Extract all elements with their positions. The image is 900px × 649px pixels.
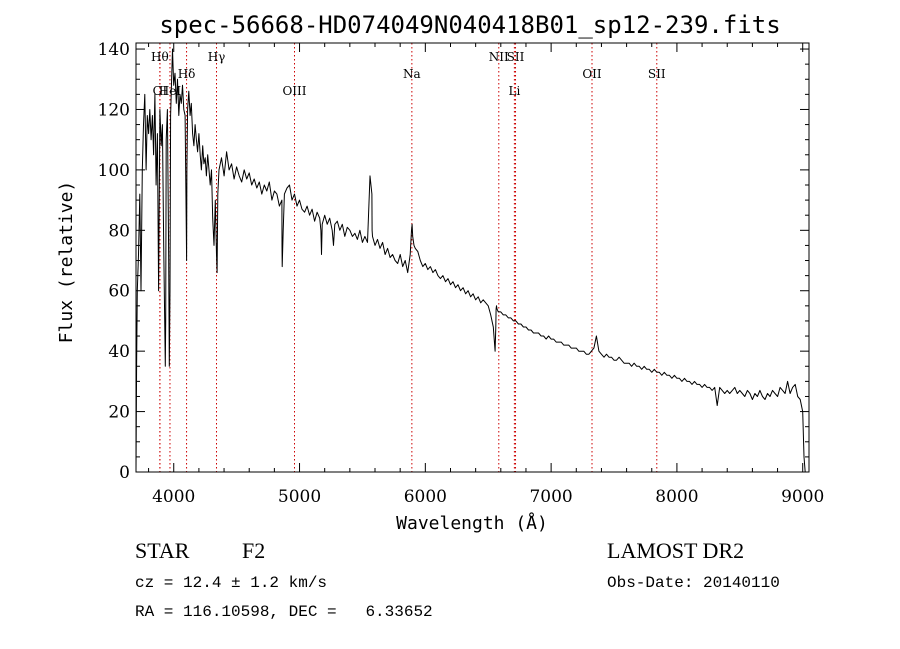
x-tick-label-1: 5000 bbox=[278, 487, 321, 507]
x-tick-label-2: 6000 bbox=[404, 487, 447, 507]
y-tick-label-6: 120 bbox=[98, 100, 130, 120]
spectrum-line bbox=[135, 48, 806, 473]
y-tick-label-1: 20 bbox=[108, 403, 130, 423]
axis-tick-labels: 4000 5000 6000 7000 8000 9000 0 20 40 60 80 100 120 1… bbox=[98, 40, 825, 507]
x-tick-label-5: 9000 bbox=[781, 487, 824, 507]
y-tick-label-3: 60 bbox=[108, 282, 130, 302]
marker-label-4: Hγ bbox=[208, 50, 226, 64]
marker-label-6: Na bbox=[403, 67, 421, 81]
redshift-readout: cz = 12.4 ± 1.2 km/s bbox=[135, 574, 328, 592]
observation-date: Obs-Date: 20140110 bbox=[607, 574, 780, 592]
survey-name: LAMOST DR2 bbox=[607, 538, 745, 563]
marker-label-7: NII bbox=[489, 50, 509, 64]
x-tick-label-4: 8000 bbox=[655, 487, 698, 507]
marker-label-9: Li bbox=[508, 84, 520, 98]
object-subclass: F2 bbox=[242, 538, 266, 563]
object-class: STAR bbox=[135, 538, 190, 563]
marker-label-1: Hθ bbox=[151, 50, 169, 64]
plot-frame bbox=[135, 42, 810, 473]
marker-label-10: OII bbox=[582, 67, 602, 81]
marker-label-3: Hδ bbox=[178, 67, 196, 81]
y-tick-label-7: 140 bbox=[98, 40, 130, 60]
chart-title: spec-56668-HD074049N040418B01_sp12-239.f… bbox=[159, 11, 780, 39]
marker-label-5: OIII bbox=[282, 84, 306, 98]
x-tick-label-3: 7000 bbox=[529, 487, 572, 507]
x-axis-label: Wavelength (Å) bbox=[396, 512, 548, 534]
axis-ticks bbox=[136, 43, 809, 473]
x-tick-label-0: 4000 bbox=[152, 487, 195, 507]
y-tick-label-4: 80 bbox=[108, 221, 130, 241]
coordinates-readout: RA = 116.10598, DEC = 6.33652 bbox=[135, 603, 433, 621]
y-tick-label-2: 40 bbox=[108, 342, 130, 362]
y-axis-label: Flux (relative) bbox=[56, 181, 77, 344]
y-tick-label-5: 100 bbox=[98, 161, 130, 181]
y-tick-label-0: 0 bbox=[119, 463, 130, 483]
marker-label-11: SII bbox=[648, 67, 666, 81]
marker-label-8: SII bbox=[507, 50, 525, 64]
